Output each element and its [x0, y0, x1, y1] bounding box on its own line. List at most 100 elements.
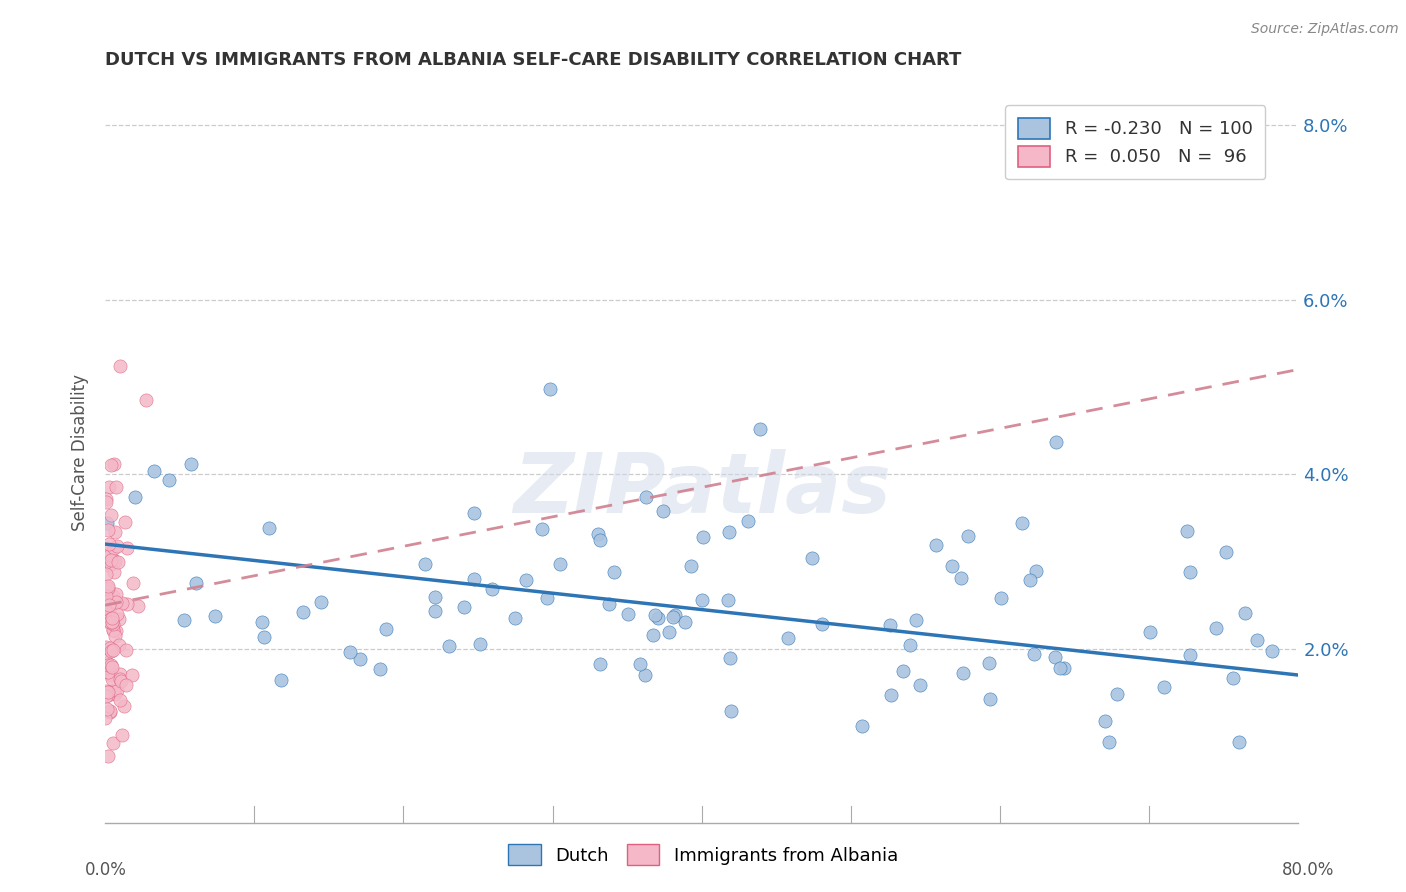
Point — [1098, 735, 1121, 749]
Point — [1227, 735, 1250, 749]
Point — [96, 656, 118, 670]
Point — [437, 639, 460, 653]
Point — [536, 591, 558, 606]
Point — [1049, 660, 1071, 674]
Text: DUTCH VS IMMIGRANTS FROM ALBANIA SELF-CARE DISABILITY CORRELATION CHART: DUTCH VS IMMIGRANTS FROM ALBANIA SELF-CA… — [105, 51, 962, 69]
Point — [1234, 606, 1257, 620]
Point — [103, 565, 125, 579]
Point — [98, 612, 121, 626]
Point — [1153, 680, 1175, 694]
Point — [115, 597, 138, 611]
Point — [103, 457, 125, 471]
Point — [103, 643, 125, 657]
Point — [104, 629, 127, 643]
Legend: Dutch, Immigrants from Albania: Dutch, Immigrants from Albania — [501, 837, 905, 872]
Point — [801, 550, 824, 565]
Point — [990, 591, 1012, 605]
Point — [1175, 524, 1198, 539]
Point — [658, 625, 681, 640]
Point — [103, 623, 125, 637]
Point — [664, 607, 686, 622]
Point — [107, 638, 129, 652]
Point — [644, 607, 666, 622]
Point — [979, 691, 1001, 706]
Point — [634, 668, 657, 682]
Point — [1107, 687, 1129, 701]
Point — [94, 606, 117, 620]
Point — [98, 549, 121, 563]
Text: Source: ZipAtlas.com: Source: ZipAtlas.com — [1251, 22, 1399, 37]
Point — [96, 614, 118, 628]
Point — [1011, 516, 1033, 531]
Point — [718, 650, 741, 665]
Point — [127, 599, 149, 613]
Point — [100, 551, 122, 566]
Point — [904, 613, 927, 627]
Point — [718, 524, 741, 539]
Point — [96, 589, 118, 603]
Point — [679, 559, 702, 574]
Point — [97, 748, 120, 763]
Point — [97, 523, 120, 537]
Point — [96, 582, 118, 596]
Point — [662, 610, 685, 624]
Point — [97, 546, 120, 560]
Point — [949, 572, 972, 586]
Point — [100, 641, 122, 656]
Text: 0.0%: 0.0% — [84, 861, 127, 879]
Point — [617, 607, 640, 621]
Point — [98, 600, 121, 615]
Point — [257, 520, 280, 534]
Point — [94, 582, 117, 597]
Point — [628, 657, 651, 671]
Point — [880, 688, 903, 702]
Point — [142, 464, 165, 478]
Point — [548, 557, 571, 571]
Point — [598, 597, 620, 611]
Point — [1022, 647, 1045, 661]
Point — [603, 566, 626, 580]
Point — [108, 673, 131, 687]
Point — [468, 637, 491, 651]
Point — [101, 617, 124, 632]
Point — [104, 586, 127, 600]
Point — [586, 527, 609, 541]
Point — [673, 615, 696, 629]
Point — [94, 584, 117, 599]
Point — [952, 666, 974, 681]
Point — [309, 595, 332, 609]
Point — [94, 652, 117, 666]
Point — [100, 553, 122, 567]
Point — [250, 615, 273, 629]
Point — [1180, 565, 1202, 579]
Point — [111, 728, 134, 742]
Point — [778, 631, 800, 645]
Point — [900, 638, 922, 652]
Point — [104, 524, 127, 539]
Point — [112, 698, 135, 713]
Point — [1246, 633, 1268, 648]
Point — [101, 611, 124, 625]
Point — [641, 628, 664, 642]
Point — [101, 623, 124, 637]
Point — [100, 458, 122, 473]
Point — [1205, 621, 1227, 635]
Point — [105, 607, 128, 622]
Point — [720, 704, 742, 718]
Point — [94, 495, 117, 509]
Point — [100, 658, 122, 673]
Point — [96, 656, 118, 670]
Point — [893, 664, 915, 678]
Point — [634, 490, 657, 504]
Point — [96, 702, 118, 716]
Point — [105, 595, 128, 609]
Point — [98, 704, 121, 718]
Point — [105, 480, 128, 494]
Point — [737, 514, 759, 528]
Point — [97, 689, 120, 703]
Point — [101, 672, 124, 686]
Point — [94, 492, 117, 507]
Point — [908, 678, 931, 692]
Point — [515, 573, 537, 587]
Point — [589, 657, 612, 671]
